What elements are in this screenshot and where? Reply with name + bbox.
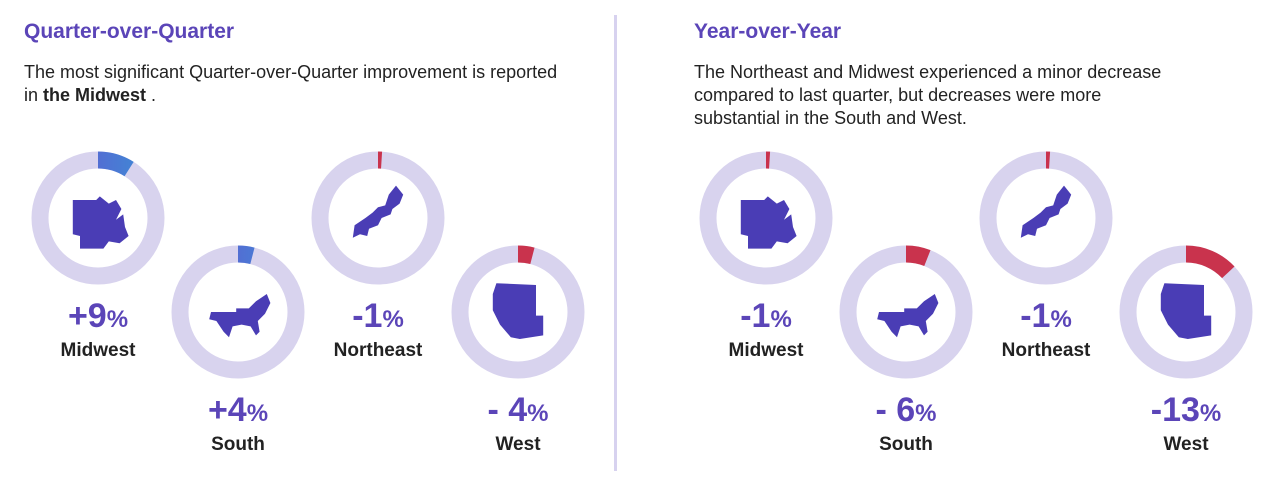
donut-chart [699,151,833,285]
change-value: +9% [28,298,168,338]
region-label: South [211,434,265,455]
donut-chart [1119,245,1253,379]
percent-sign: % [246,400,269,427]
change-value: -1% [696,298,836,338]
donut-chart [451,245,585,379]
midwest-map-icon [72,196,129,249]
donut-card-northeast: -1% Northeast [308,150,448,362]
change-value: +4% [168,392,308,432]
south-map-icon [877,294,939,338]
change-number: -1 [352,297,383,335]
donut-chart [979,151,1113,285]
region-label: Northeast [333,340,423,361]
qoq-desc-bold: the Midwest [43,85,147,105]
qoq-description: The most significant Quarter-over-Quarte… [24,61,564,107]
midwest-map-icon [740,196,797,249]
donut-arc [311,151,445,285]
qoq-desc-text: The most significant Quarter-over-Quarte… [24,62,558,105]
change-value: - 4% [448,392,588,432]
percent-sign: % [527,400,549,427]
donut-chart [171,245,305,379]
donut-arc [1119,245,1253,379]
qoq-desc-end: . [146,85,157,105]
change-number: +9 [67,297,107,335]
south-map-icon [209,294,271,338]
region-label: Midwest [60,340,136,361]
change-value: - 6% [836,392,976,432]
region-label: West [495,434,541,455]
donut-card-west: -13% West [1116,244,1256,456]
change-number: -1 [740,297,771,335]
region-label: Northeast [1001,340,1091,361]
yoy-description: The Northeast and Midwest experienced a … [694,62,1162,128]
change-number: - 4 [487,391,528,429]
donut-arc [171,245,305,379]
donut-chart [839,245,973,379]
donut-card-northeast: -1% Northeast [976,150,1116,362]
donut-chart [31,151,165,285]
section-divider [614,15,617,471]
change-number: -1 [1020,297,1051,335]
change-value: -1% [308,298,448,338]
donut-card-west: - 4% West [448,244,588,456]
change-number: - 6 [875,391,916,429]
donut-arc [699,151,833,285]
change-number: -13 [1150,391,1200,429]
donut-arc [979,151,1113,285]
qoq-title: Quarter-over-Quarter [24,20,235,43]
northeast-map-icon [1020,185,1072,238]
donut-arc [31,151,165,285]
percent-sign: % [1199,400,1222,427]
northeast-map-icon [352,185,404,238]
percent-sign: % [1050,306,1072,333]
west-map-icon [492,283,544,339]
donut-card-south: - 6% South [836,244,976,456]
change-value: -13% [1116,392,1256,432]
donut-arc [451,245,585,379]
percent-sign: % [915,400,937,427]
percent-sign: % [382,306,404,333]
donut-chart [311,151,445,285]
region-label: Midwest [728,340,804,361]
region-label: West [1163,434,1209,455]
region-label: South [879,434,933,455]
west-map-icon [1160,283,1212,339]
donut-card-midwest: +9% Midwest [28,150,168,362]
percent-sign: % [106,306,129,333]
donut-arc [839,245,973,379]
donut-card-south: +4% South [168,244,308,456]
change-number: +4 [207,391,247,429]
change-value: -1% [976,298,1116,338]
donut-card-midwest: -1% Midwest [696,150,836,362]
percent-sign: % [770,306,792,333]
yoy-title: Year-over-Year [694,20,842,43]
